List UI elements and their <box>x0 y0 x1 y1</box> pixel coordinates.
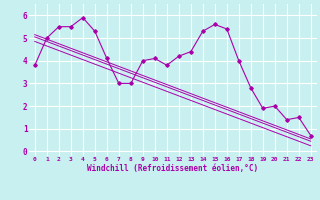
X-axis label: Windchill (Refroidissement éolien,°C): Windchill (Refroidissement éolien,°C) <box>87 164 258 173</box>
